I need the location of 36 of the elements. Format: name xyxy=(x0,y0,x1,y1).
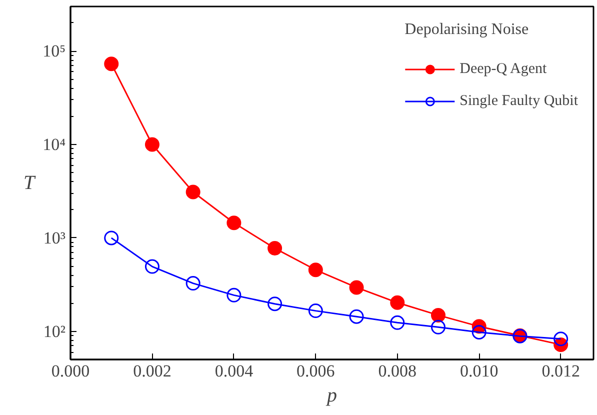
x-axis-title: p xyxy=(325,384,337,406)
point xyxy=(430,320,446,334)
y-axis-title: T xyxy=(23,172,36,194)
y-tick-label: 10⁴ xyxy=(42,135,66,154)
y-tick-label: 10⁵ xyxy=(42,42,66,61)
point xyxy=(390,315,405,330)
point xyxy=(226,288,242,302)
y-tick-label: 10³ xyxy=(43,228,66,248)
x-tick-label: 0.000 xyxy=(51,362,90,380)
point xyxy=(308,304,323,318)
x-tick-label: 0.012 xyxy=(542,362,580,380)
point xyxy=(226,216,242,230)
point xyxy=(104,56,119,72)
point xyxy=(268,241,282,256)
point xyxy=(144,259,160,274)
x-tick-label: 0.004 xyxy=(214,362,254,380)
point xyxy=(390,295,405,310)
legend-title: Depolarising Noise xyxy=(404,21,530,39)
x-tick-label: 0.008 xyxy=(378,362,416,380)
legend-label: Single Faulty Qubit xyxy=(460,92,578,110)
x-tick-label: 0.006 xyxy=(296,362,335,380)
point xyxy=(308,262,323,278)
point xyxy=(144,137,160,152)
point xyxy=(430,308,446,322)
y-tick-label: 10² xyxy=(43,322,66,341)
point xyxy=(472,324,486,340)
x-tick-label: 0.002 xyxy=(133,362,172,380)
point xyxy=(186,184,200,200)
point xyxy=(349,280,364,295)
point xyxy=(104,230,119,246)
point xyxy=(186,276,200,291)
x-tick-label: 0.010 xyxy=(460,362,498,380)
point xyxy=(554,332,568,346)
point xyxy=(349,309,364,324)
point xyxy=(268,296,282,312)
legend-label: Deep-Q Agent xyxy=(460,60,547,78)
